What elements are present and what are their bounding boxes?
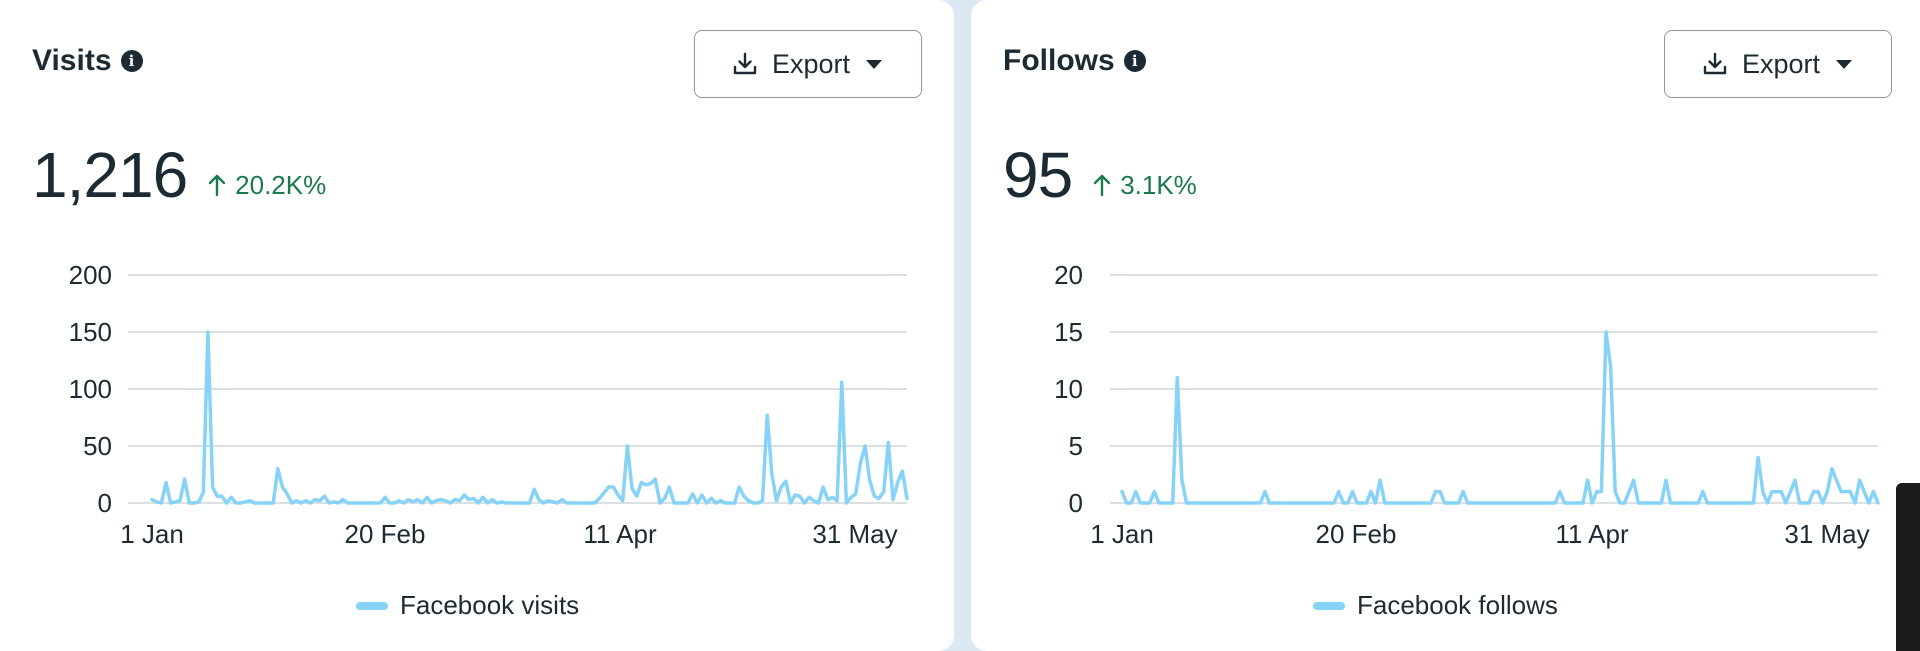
visits-total: 1,216 [32,139,188,211]
visits-metric: 1,216 20.2K% [32,138,326,212]
x-tick-label: 20 Feb [1316,519,1397,549]
visits-title: Visits [32,44,112,77]
overlapping-window-edge [1896,483,1920,651]
caret-down-icon [866,60,883,69]
visits-title-group: Visits i [32,44,143,78]
info-icon[interactable]: i [1123,50,1146,72]
x-tick-label: 31 May [812,519,897,549]
x-tick-label: 31 May [1784,519,1869,549]
follows-export-button[interactable]: Export [1664,30,1892,98]
follows-metric: 95 3.1K% [1003,138,1197,212]
download-icon [1703,52,1727,75]
y-tick-label: 150 [69,317,112,347]
y-tick-label: 15 [1054,317,1083,347]
follows-change: 3.1K% [1092,170,1197,201]
follows-title: Follows [1003,44,1115,77]
x-tick-label: 1 Jan [1090,519,1154,549]
y-tick-label: 20 [1054,260,1083,290]
legend-swatch [356,601,388,610]
follows-line-chart: 0 5 10 15 20 1 Jan 20 Feb 11 Apr 31 May [1054,260,1880,549]
follows-legend-label: Facebook follows [1357,590,1558,620]
x-tick-label: 11 Apr [583,519,657,549]
visits-change: 20.2K% [207,170,326,201]
info-icon[interactable]: i [120,50,143,72]
x-tick-label: 20 Feb [345,519,426,549]
follows-title-group: Follows i [1003,44,1146,78]
visits-legend: Facebook visits [356,590,579,621]
visits-card: Visits i Export 1,216 20.2K% 0 50 100 150 20… [0,0,954,651]
visits-export-button[interactable]: Export [694,30,922,98]
follows-legend: Facebook follows [1313,590,1558,621]
download-icon [733,52,757,75]
y-tick-label: 0 [1069,488,1083,518]
legend-swatch [1313,601,1345,610]
y-tick-label: 10 [1054,374,1083,404]
visits-line-chart: 0 50 100 150 200 1 Jan 20 Feb 11 Apr 31 May [69,260,909,549]
follows-export-label: Export [1741,48,1821,79]
visits-export-label: Export [771,48,851,79]
x-tick-label: 11 Apr [1555,519,1629,549]
y-tick-label: 50 [83,431,112,461]
follows-card: Follows i Export 95 3.1K% 0 5 10 15 20 1 Jan 2… [971,0,1920,651]
x-tick-label: 1 Jan [120,519,184,549]
caret-down-icon [1836,60,1853,69]
y-tick-label: 0 [98,488,112,518]
visits-legend-label: Facebook visits [400,590,580,620]
series-line[interactable] [1120,330,1880,505]
y-tick-label: 200 [69,260,112,290]
arrow-up-icon [208,174,226,197]
y-tick-label: 5 [1069,431,1083,461]
follows-change-value: 3.1K% [1120,169,1197,200]
visits-change-value: 20.2K% [235,169,327,200]
y-tick-label: 100 [69,374,112,404]
arrow-up-icon [1093,174,1111,197]
series-line[interactable] [150,330,909,505]
follows-total: 95 [1003,139,1073,211]
